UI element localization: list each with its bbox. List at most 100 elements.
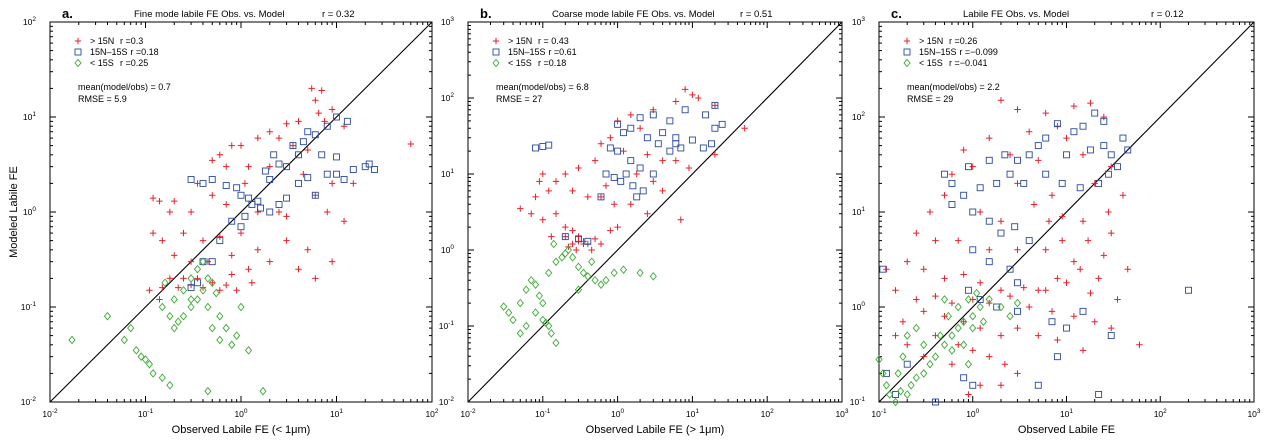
data-point [681,86,689,93]
data-point [1136,341,1143,349]
data-point [913,296,920,303]
data-point [1048,308,1056,315]
data-point [295,265,302,273]
data-point [315,109,322,117]
data-point [149,229,157,237]
plot-frame [467,21,843,403]
data-point [170,295,178,304]
data-point [1108,229,1115,237]
data-point [1006,311,1014,321]
data-point [266,258,273,265]
data-point [223,201,230,208]
data-point [145,359,154,369]
data-point [1014,324,1021,332]
data-point [283,120,290,127]
data-point [244,346,253,355]
data-point [964,295,973,304]
data-point [976,184,984,192]
data-point [1107,332,1115,340]
data-point [500,302,508,311]
legend-stat: r =0.18 [538,58,566,68]
data-point [328,180,336,187]
data-point [194,275,201,282]
data-point [976,302,984,312]
data-point [584,272,592,281]
data-point [681,106,689,114]
data-point [644,210,651,217]
data-point [886,390,894,399]
data-point [1025,303,1033,311]
data-point [289,142,297,149]
data-point [407,140,415,148]
data-point [516,298,524,308]
data-point [997,218,1005,225]
data-point [649,272,657,281]
data-point [149,369,157,378]
chart-panel-c: 10-1 100 101 102 103 10-1 100 101 102 103 Observed… [850,6,1261,436]
data-point [1006,265,1014,273]
data-point [979,317,988,327]
legend-stat: r =0.18 [130,47,158,57]
data-point [1025,128,1033,135]
data-point [568,253,577,262]
data-point [318,151,326,159]
data-point [711,102,719,109]
data-point [248,279,256,286]
data-point [636,268,644,278]
data-point [1014,370,1021,377]
data-point [644,151,651,158]
legend-label: > 15N [508,36,532,46]
data-point [552,178,560,185]
data-point [955,237,962,244]
data-point [1020,284,1027,291]
data-point [216,233,224,240]
data-point [695,94,702,102]
data-point [903,360,911,368]
data-point [948,179,956,187]
y-tick-label: 103 [441,16,454,27]
data-point [1042,134,1050,142]
data-point [146,287,153,294]
data-point [948,346,956,355]
data-point [602,170,610,178]
mean-ratio: mean(model/obs) = 2.2 [907,82,1000,92]
legend-marker [74,48,82,56]
data-point [1079,347,1087,354]
data-point [216,335,224,345]
data-point [216,151,224,159]
data-point [308,85,315,92]
data-point [973,288,981,298]
data-point [1034,381,1042,389]
data-point [1124,265,1131,273]
data-point [1001,151,1009,159]
y-tick-label: 10-1 [850,396,866,407]
data-point [545,187,552,195]
data-point [677,216,685,223]
data-point [254,197,262,205]
data-point [199,284,207,291]
data-point [1070,102,1078,110]
data-point [208,176,216,183]
data-point [1087,99,1094,107]
data-point [931,398,939,406]
data-point [575,235,582,243]
data-point [948,170,956,178]
data-point [324,208,331,216]
data-point [913,229,920,237]
data-point [1063,151,1070,159]
data-point [194,279,201,287]
data-point [1091,109,1099,117]
axis-ticks [878,22,1254,403]
data-point [199,285,207,295]
panel-letter: c. [891,6,902,21]
x-tick-label: 10-1 [871,408,887,419]
data-point [156,296,163,303]
data-point [1058,179,1066,187]
x-tick-label: 102 [425,408,438,419]
legend-stat: r =0.26 [949,36,977,46]
legend-label: < 15S [919,58,943,68]
data-point [602,182,610,189]
data-point [1011,223,1019,231]
x-tick-label: 100 [966,408,979,419]
data-point [216,311,224,321]
